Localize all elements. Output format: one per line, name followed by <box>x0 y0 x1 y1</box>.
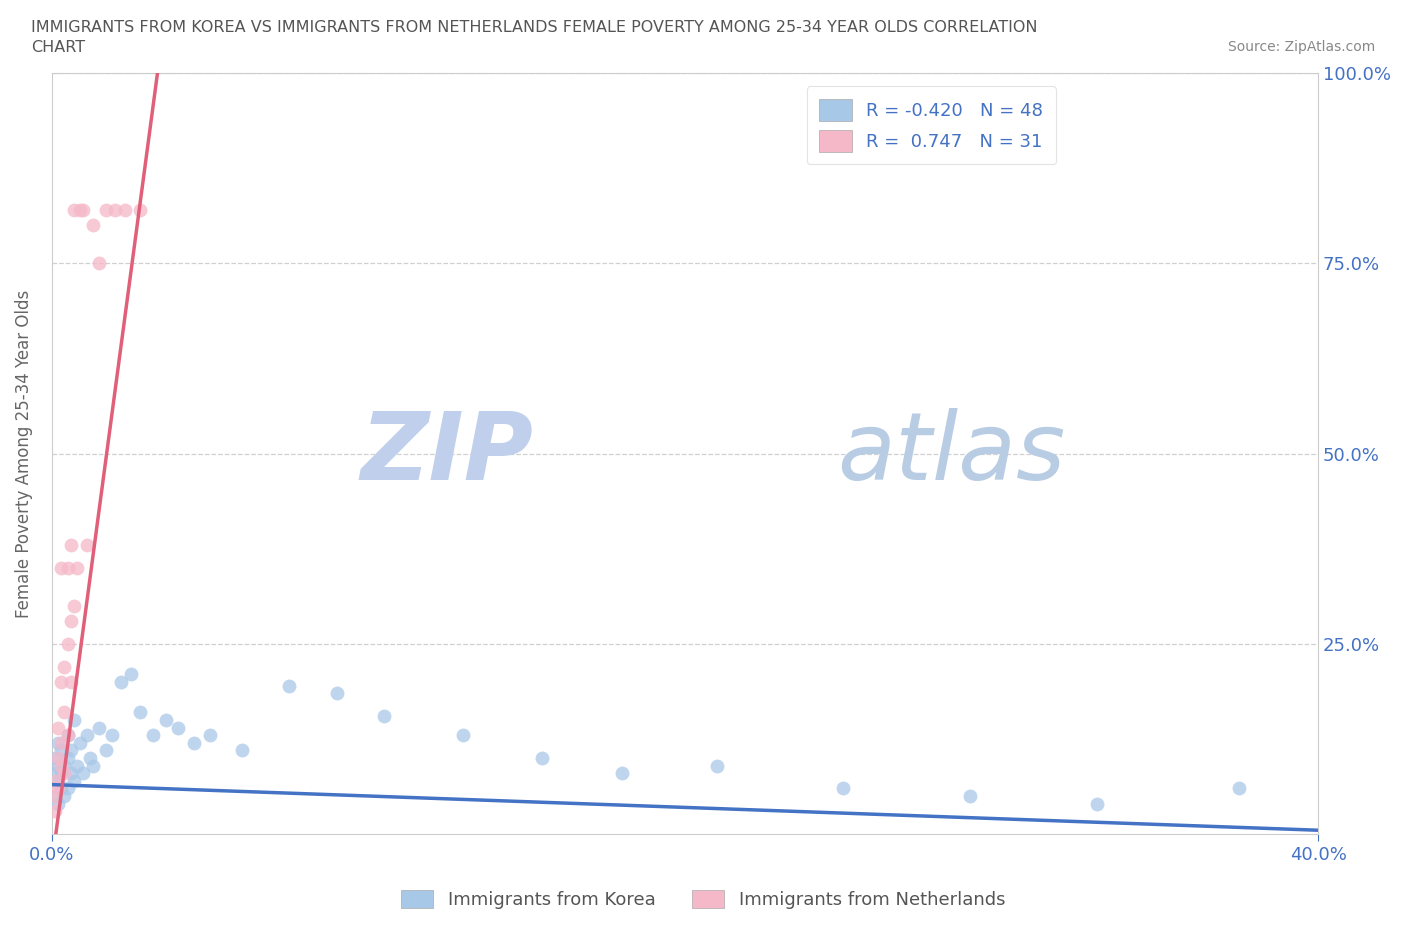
Point <box>610 765 633 780</box>
Point <box>66 758 89 773</box>
Point <box>82 218 104 232</box>
Point <box>51 765 73 780</box>
Point <box>89 256 111 271</box>
Point <box>51 758 73 773</box>
Point <box>453 727 475 742</box>
Point <box>51 736 73 751</box>
Point <box>706 758 728 773</box>
Point <box>51 781 73 796</box>
Point <box>198 727 221 742</box>
Point <box>44 751 66 765</box>
Legend: R = -0.420   N = 48, R =  0.747   N = 31: R = -0.420 N = 48, R = 0.747 N = 31 <box>807 86 1056 165</box>
Point <box>110 674 132 689</box>
Point <box>155 712 177 727</box>
Point <box>69 203 91 218</box>
Point <box>129 705 152 720</box>
Point <box>531 751 554 765</box>
Point <box>59 674 82 689</box>
Point <box>53 705 76 720</box>
Point <box>72 203 94 218</box>
Point <box>46 736 69 751</box>
Point <box>63 598 86 613</box>
Point <box>63 774 86 789</box>
Point <box>53 789 76 804</box>
Point <box>46 720 69 735</box>
Point <box>56 751 79 765</box>
Point <box>56 560 79 575</box>
Point <box>94 203 117 218</box>
Text: CHART: CHART <box>31 40 84 55</box>
Point <box>51 560 73 575</box>
Point <box>832 781 855 796</box>
Point <box>63 203 86 218</box>
Point <box>44 774 66 789</box>
Point <box>53 765 76 780</box>
Point <box>59 614 82 629</box>
Legend: Immigrants from Korea, Immigrants from Netherlands: Immigrants from Korea, Immigrants from N… <box>394 883 1012 916</box>
Point <box>53 659 76 674</box>
Point <box>79 751 101 765</box>
Point <box>56 781 79 796</box>
Point <box>94 743 117 758</box>
Point <box>56 727 79 742</box>
Point <box>51 743 73 758</box>
Point <box>89 720 111 735</box>
Point <box>1085 796 1108 811</box>
Point <box>1227 781 1250 796</box>
Point <box>51 674 73 689</box>
Point <box>72 765 94 780</box>
Point <box>46 774 69 789</box>
Point <box>101 727 124 742</box>
Point <box>53 758 76 773</box>
Point <box>44 789 66 804</box>
Point <box>59 743 82 758</box>
Point <box>69 736 91 751</box>
Point <box>278 678 301 693</box>
Point <box>59 765 82 780</box>
Point <box>56 727 79 742</box>
Point <box>46 796 69 811</box>
Point <box>76 538 98 552</box>
Point <box>66 560 89 575</box>
Point <box>59 538 82 552</box>
Point <box>167 720 190 735</box>
Point <box>44 789 66 804</box>
Point <box>56 636 79 651</box>
Point <box>325 685 347 700</box>
Point <box>373 709 395 724</box>
Point <box>76 727 98 742</box>
Point <box>44 765 66 780</box>
Text: ZIP: ZIP <box>360 407 533 499</box>
Point <box>46 751 69 765</box>
Point <box>120 667 142 682</box>
Point <box>46 758 69 773</box>
Text: atlas: atlas <box>837 408 1066 499</box>
Point <box>46 781 69 796</box>
Point <box>129 203 152 218</box>
Point <box>142 727 165 742</box>
Point <box>104 203 127 218</box>
Point <box>114 203 136 218</box>
Point <box>231 743 253 758</box>
Point <box>82 758 104 773</box>
Point <box>959 789 981 804</box>
Y-axis label: Female Poverty Among 25-34 Year Olds: Female Poverty Among 25-34 Year Olds <box>15 289 32 618</box>
Text: Source: ZipAtlas.com: Source: ZipAtlas.com <box>1227 40 1375 54</box>
Text: IMMIGRANTS FROM KOREA VS IMMIGRANTS FROM NETHERLANDS FEMALE POVERTY AMONG 25-34 : IMMIGRANTS FROM KOREA VS IMMIGRANTS FROM… <box>31 20 1038 35</box>
Point <box>63 712 86 727</box>
Point <box>44 804 66 818</box>
Point <box>183 736 205 751</box>
